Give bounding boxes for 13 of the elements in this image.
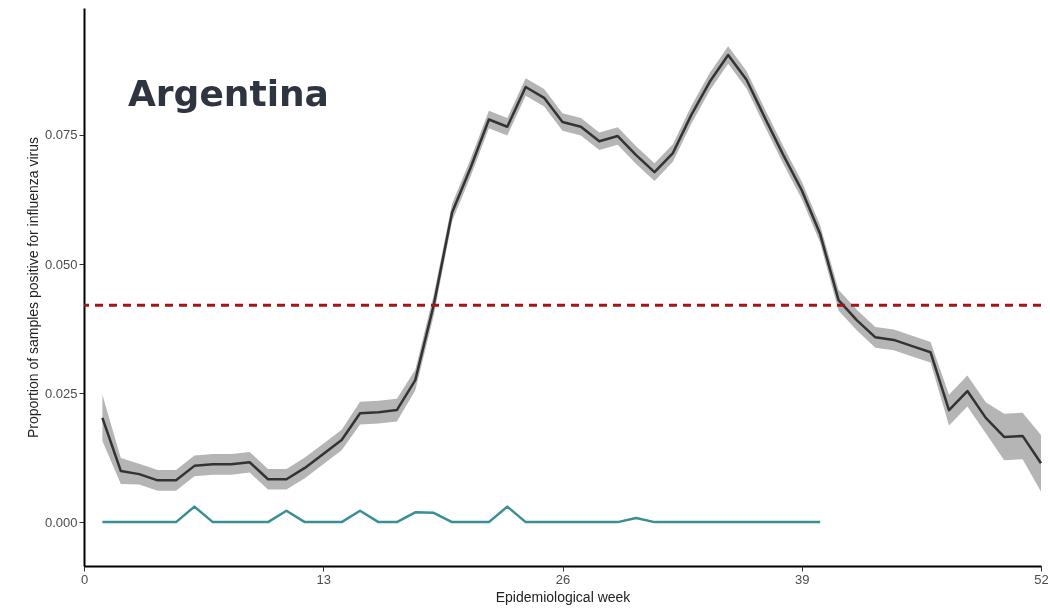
x-tick-label: 39 (795, 571, 810, 587)
y-tick-label: 0.075 (44, 127, 78, 143)
x-tick-label: 26 (555, 571, 571, 587)
y-axis-title: Proportion of samples positive for influenza virus (24, 136, 41, 439)
y-tick-label: 0.025 (44, 385, 78, 401)
y-tick-label: 0.050 (44, 256, 78, 272)
x-tick-label: 52 (1034, 571, 1049, 587)
line-series (101, 505, 822, 524)
text: Argentina (128, 73, 329, 114)
y-tick-label: 0.000 (44, 514, 78, 530)
x-tick-label: 13 (316, 571, 331, 587)
x-axis-title: Epidemiological week (495, 588, 632, 605)
x-tick-label: 0 (80, 571, 89, 587)
